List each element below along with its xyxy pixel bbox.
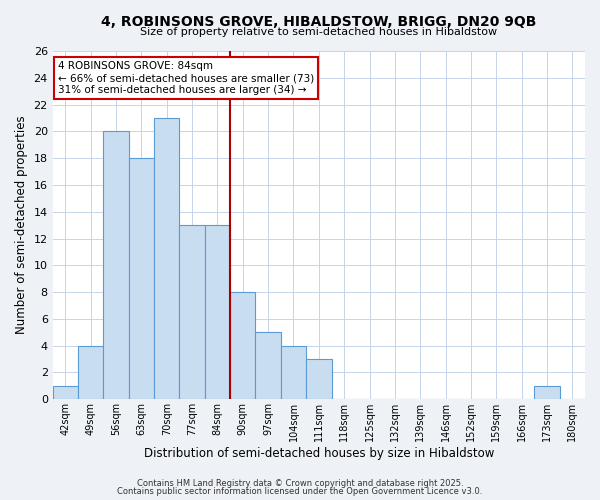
Y-axis label: Number of semi-detached properties: Number of semi-detached properties bbox=[15, 116, 28, 334]
Bar bbox=[179, 225, 205, 400]
Text: Contains HM Land Registry data © Crown copyright and database right 2025.: Contains HM Land Registry data © Crown c… bbox=[137, 478, 463, 488]
Text: 4 ROBINSONS GROVE: 84sqm
← 66% of semi-detached houses are smaller (73)
31% of s: 4 ROBINSONS GROVE: 84sqm ← 66% of semi-d… bbox=[58, 62, 314, 94]
Bar bbox=[256, 332, 281, 400]
Title: 4, ROBINSONS GROVE, HIBALDSTOW, BRIGG, DN20 9QB: 4, ROBINSONS GROVE, HIBALDSTOW, BRIGG, D… bbox=[101, 15, 536, 29]
Text: Contains public sector information licensed under the Open Government Licence v3: Contains public sector information licen… bbox=[118, 487, 482, 496]
Bar bbox=[535, 386, 560, 400]
Bar bbox=[306, 359, 332, 400]
Bar bbox=[53, 386, 78, 400]
Bar bbox=[78, 346, 103, 400]
Bar bbox=[205, 225, 230, 400]
Bar bbox=[103, 132, 129, 400]
Bar bbox=[230, 292, 256, 400]
X-axis label: Distribution of semi-detached houses by size in Hibaldstow: Distribution of semi-detached houses by … bbox=[143, 447, 494, 460]
Text: Size of property relative to semi-detached houses in Hibaldstow: Size of property relative to semi-detach… bbox=[140, 27, 497, 37]
Bar bbox=[154, 118, 179, 400]
Bar bbox=[129, 158, 154, 400]
Bar bbox=[281, 346, 306, 400]
